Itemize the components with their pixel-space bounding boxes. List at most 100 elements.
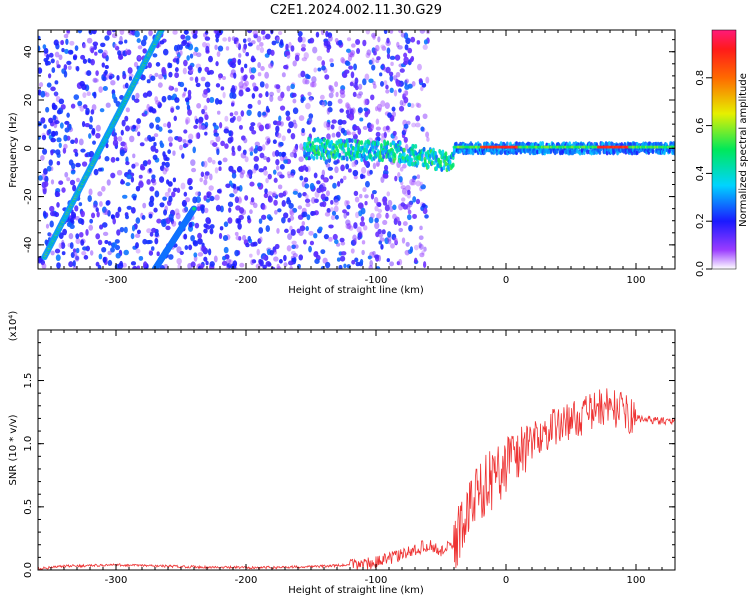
noise-cell [342,72,348,78]
noise-cell [209,228,214,235]
noise-cell [237,58,242,66]
noise-cell [85,229,89,236]
noise-cell [279,164,285,170]
noise-cell [195,82,201,88]
noise-cell [183,87,188,92]
noise-cell [49,211,56,217]
carrier-cell [358,140,362,146]
noise-cell [88,30,93,35]
noise-cell [305,102,311,110]
noise-cell [285,110,291,117]
noise-cell [99,201,103,207]
noise-cell [213,132,220,137]
noise-cell [154,190,160,198]
noise-cell [102,76,107,82]
noise-cell [398,30,403,34]
noise-cell [148,213,153,219]
noise-cell [281,151,286,158]
noise-cell [354,257,359,263]
noise-cell [252,30,259,36]
carrier-cell [598,150,602,155]
noise-cell [265,136,271,141]
noise-cell [115,157,120,162]
noise-cell [316,180,321,185]
noise-cell [48,159,53,166]
noise-cell [84,122,91,128]
noise-cell [185,35,191,41]
noise-cell [58,54,63,61]
noise-cell [332,233,338,241]
noise-cell [360,216,365,222]
noise-cell [324,261,331,269]
noise-cell [257,62,261,69]
noise-cell [375,118,380,125]
noise-cell [80,148,86,153]
noise-cell [224,115,229,122]
noise-cell [175,212,181,220]
noise-cell [99,108,105,113]
noise-cell [385,84,389,90]
noise-cell [77,30,83,34]
noise-cell [127,30,132,35]
noise-cell [154,231,160,237]
noise-cell [134,30,140,38]
noise-cell [277,184,283,190]
noise-cell [222,76,226,81]
noise-cell [371,57,375,65]
noise-cell [298,156,304,163]
carrier-cell [428,153,432,159]
noise-cell [419,252,425,258]
snr-series-line [38,388,675,570]
carrier-cell [344,142,348,148]
noise-cell [173,115,177,122]
noise-cell [43,168,48,175]
carrier-cell [389,157,393,163]
y-tick-label: -40 [23,237,34,253]
noise-cell [273,250,278,255]
carrier-cell [416,160,420,166]
noise-cell [245,242,250,248]
noise-cell [50,86,56,92]
noise-cell [228,165,234,172]
noise-cell [309,37,315,44]
noise-cell [119,226,125,233]
noise-cell [333,199,339,206]
noise-cell [375,231,380,238]
noise-cell [400,202,406,207]
noise-cell [229,112,234,117]
noise-cell [93,91,97,99]
noise-cell [225,266,230,269]
noise-cell [373,196,379,204]
noise-cell [401,197,406,202]
noise-cell [183,129,188,134]
noise-cell [308,117,313,124]
noise-cell [423,39,428,45]
noise-cell [142,48,147,54]
noise-cell [392,111,397,118]
noise-cell [189,76,194,81]
noise-cell [303,52,309,60]
noise-cell [413,257,418,264]
noise-cell [246,30,253,34]
noise-cell [154,148,159,154]
noise-cell [269,91,274,97]
noise-cell [330,200,334,205]
noise-cell [286,196,291,203]
noise-cell [374,222,380,230]
noise-cell [416,40,421,45]
noise-cell [175,105,180,110]
noise-cell [224,143,229,149]
noise-cell [218,232,223,240]
noise-cell [339,178,344,184]
noise-cell [419,225,423,231]
noise-cell [332,182,337,189]
noise-cell [337,98,343,104]
noise-cell [190,261,196,268]
noise-cell [337,39,343,46]
carrier-cell [604,141,608,147]
noise-cell [38,35,41,41]
noise-cell [372,48,378,53]
noise-cell [78,138,84,146]
carrier-cell [385,145,389,151]
noise-cell [278,141,284,147]
